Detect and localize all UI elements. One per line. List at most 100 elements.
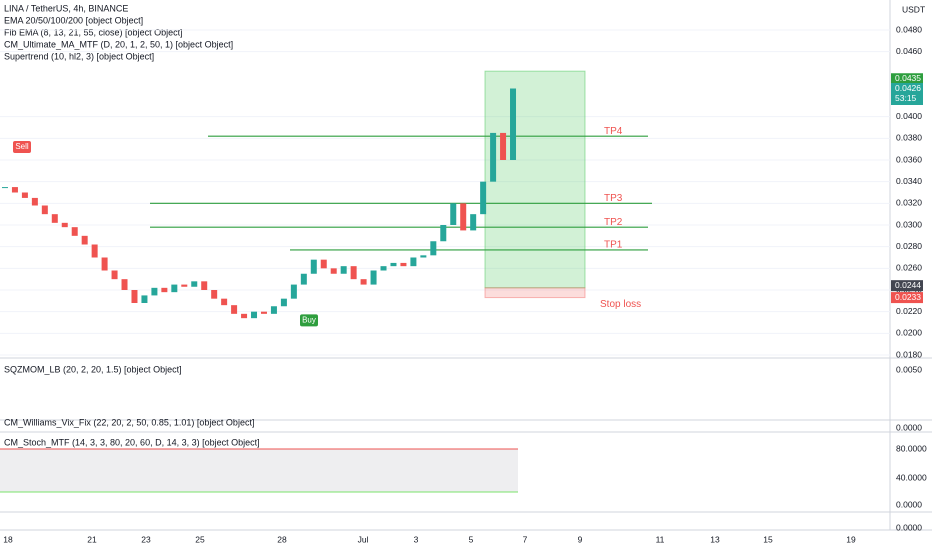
candle xyxy=(111,270,118,280)
x-tick-label: 28 xyxy=(277,534,287,544)
y-tick-label: 0.0380 xyxy=(896,133,922,143)
pane-axis-label: 0.0000 xyxy=(896,522,922,532)
candle xyxy=(11,187,18,193)
pane-title: CM_Williams_Vix_Fix (22, 20, 2, 50, 0.85… xyxy=(4,417,254,427)
candle xyxy=(161,287,168,293)
candle xyxy=(51,214,58,223)
level-label: TP1 xyxy=(604,240,623,251)
candle xyxy=(300,273,307,285)
candle xyxy=(380,266,387,271)
candle xyxy=(71,227,78,236)
x-tick-label: 3 xyxy=(414,534,419,544)
candle xyxy=(171,284,178,293)
indicator-legend: CM_Ultimate_MA_MTF (D, 20, 1, 2, 50, 1) … xyxy=(4,39,233,49)
candle xyxy=(470,214,477,231)
pane-title: CM_Stoch_MTF (14, 3, 3, 80, 20, 60, D, 1… xyxy=(4,437,260,447)
signal-label: Sell xyxy=(15,142,29,151)
candle xyxy=(280,298,287,307)
target-zone xyxy=(484,70,586,289)
x-tick-label: 19 xyxy=(846,534,856,544)
candle xyxy=(490,132,497,182)
candle xyxy=(310,259,317,274)
candle xyxy=(390,262,397,267)
candle xyxy=(460,203,467,231)
candle xyxy=(221,298,228,306)
price-tag-label: 0.0244 xyxy=(895,280,921,290)
candle xyxy=(320,259,327,269)
price-tag-label: 0.0233 xyxy=(895,292,921,302)
candle xyxy=(41,205,48,215)
candle xyxy=(350,266,357,280)
level-label: TP3 xyxy=(604,193,623,204)
price-tag xyxy=(891,73,923,85)
candle xyxy=(1,187,8,189)
candle xyxy=(121,279,128,290)
candle xyxy=(61,222,68,228)
candle xyxy=(21,192,28,198)
level-label: TP2 xyxy=(604,217,623,228)
price-tag xyxy=(891,292,923,304)
candle xyxy=(141,295,148,303)
candle xyxy=(91,244,98,258)
candle xyxy=(500,132,507,160)
pane-axis-label: 80.0000 xyxy=(896,443,927,453)
candle xyxy=(420,255,427,258)
y-tick-label: 0.0320 xyxy=(896,198,922,208)
x-tick-label: Jul xyxy=(358,534,369,544)
x-tick-label: 23 xyxy=(141,534,151,544)
pane-axis-label: 0.0050 xyxy=(896,364,922,374)
candle xyxy=(430,241,437,256)
y-tick-label: 0.0400 xyxy=(896,111,922,121)
candle xyxy=(360,279,367,285)
indicator-legend: EMA 20/50/100/200 [object Object] xyxy=(4,15,143,25)
y-tick-label: 0.0360 xyxy=(896,154,922,164)
stop-label: Stop loss xyxy=(600,299,641,310)
candle xyxy=(201,281,208,290)
x-tick-label: 21 xyxy=(87,534,97,544)
candle xyxy=(151,287,158,296)
y-tick-label: 0.0280 xyxy=(896,241,922,251)
x-tick-label: 13 xyxy=(710,534,720,544)
candle xyxy=(260,311,267,314)
candle xyxy=(181,284,188,287)
y-tick-label: 0.0480 xyxy=(896,24,922,34)
stop-zone xyxy=(484,287,586,299)
currency-label: USDT xyxy=(902,4,925,14)
level-label: TP4 xyxy=(604,126,623,137)
y-tick-label: 0.0300 xyxy=(896,219,922,229)
candle xyxy=(510,88,517,160)
candle xyxy=(480,181,487,215)
candle xyxy=(270,306,277,314)
price-tag-label: 0.0435 xyxy=(895,73,921,83)
candle xyxy=(370,270,377,285)
candle xyxy=(231,305,238,314)
indicator-legend: Fib EMA (8, 13, 21, 55, close) [object O… xyxy=(4,27,183,37)
y-tick-label: 0.0460 xyxy=(896,46,922,56)
countdown: 53:15 xyxy=(895,93,917,103)
price-tag-label: 0.0426 xyxy=(895,83,921,93)
price-tag xyxy=(891,280,923,292)
candle xyxy=(251,311,258,319)
pane-title: SQZMOM_LB (20, 2, 20, 1.5) [object Objec… xyxy=(4,364,182,374)
x-tick-label: 5 xyxy=(469,534,474,544)
y-tick-label: 0.0260 xyxy=(896,263,922,273)
candle xyxy=(340,266,347,274)
pane-axis-label: 0.0000 xyxy=(896,499,922,509)
candle xyxy=(191,281,198,287)
signal-box xyxy=(300,314,318,327)
candle xyxy=(400,262,407,267)
candle xyxy=(31,197,38,206)
signal-label: Buy xyxy=(302,315,316,324)
y-tick-label: 0.0200 xyxy=(896,328,922,338)
x-tick-label: 18 xyxy=(3,534,13,544)
candle xyxy=(131,290,138,303)
x-tick-label: 25 xyxy=(195,534,205,544)
candle xyxy=(101,257,108,271)
x-tick-label: 7 xyxy=(523,534,528,544)
candle xyxy=(81,235,88,245)
candle xyxy=(450,203,457,225)
candle xyxy=(241,313,248,319)
x-tick-label: 15 xyxy=(763,534,773,544)
pane-axis-label: 0.0000 xyxy=(896,422,922,432)
